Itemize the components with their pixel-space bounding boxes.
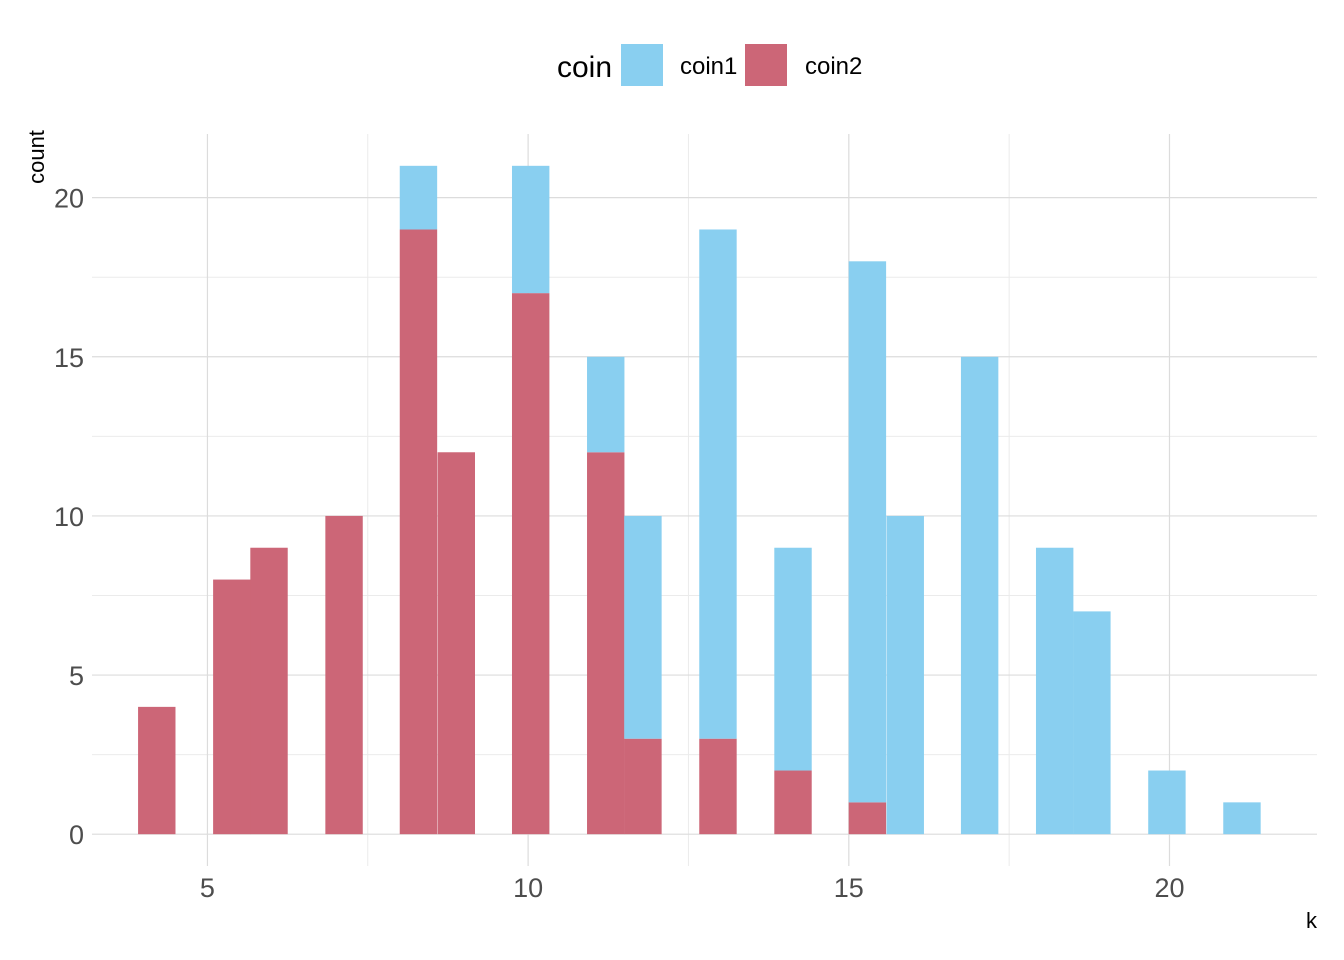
bar-coin2: [138, 706, 176, 835]
y-axis-title: count: [24, 130, 49, 184]
y-tick-label: 10: [54, 502, 84, 532]
bar-coin2: [774, 770, 812, 835]
bar-coin1: [587, 356, 625, 453]
bar-coin1: [624, 515, 662, 739]
y-tick-label: 15: [54, 343, 84, 373]
bar-coin2: [699, 738, 737, 835]
x-axis-title: k: [1306, 908, 1318, 933]
x-tick-label: 5: [200, 873, 215, 903]
x-tick-label: 20: [1154, 873, 1184, 903]
legend-label-coin1: coin1: [680, 53, 737, 80]
bar-coin1: [399, 165, 438, 230]
bar-coin2: [587, 452, 625, 835]
legend: coin coin1 coin2: [557, 44, 862, 86]
bar-coin2: [624, 738, 662, 835]
histogram-bars: [138, 165, 1261, 835]
y-tick-label: 0: [69, 820, 84, 850]
bar-coin1: [848, 261, 887, 803]
legend-swatch-coin1: [621, 44, 663, 86]
legend-title: coin: [557, 51, 612, 84]
bar-coin1: [886, 515, 924, 835]
y-tick-label: 5: [69, 661, 84, 691]
bar-coin2: [250, 547, 288, 835]
bar-coin1: [511, 165, 550, 294]
x-tick-label: 10: [513, 873, 543, 903]
bar-coin1: [1148, 770, 1186, 835]
bar-coin2: [511, 293, 550, 835]
legend-swatch-coin2: [745, 44, 787, 86]
y-tick-label: 20: [54, 184, 84, 214]
y-axis-tick-labels: 0 5 10 15 20: [54, 184, 84, 851]
legend-label-coin2: coin2: [805, 53, 862, 80]
bar-coin2: [437, 452, 475, 835]
bar-coin1: [1073, 611, 1111, 835]
bar-coin2: [213, 579, 251, 835]
bar-coin1: [699, 229, 737, 739]
x-tick-label: 15: [834, 873, 864, 903]
bar-coin1: [960, 356, 999, 835]
bar-coin2: [325, 515, 363, 835]
bar-coin2: [848, 802, 887, 835]
bar-coin1: [1223, 802, 1261, 835]
bar-coin1: [1035, 547, 1074, 835]
bar-coin1: [774, 547, 812, 771]
x-axis-tick-labels: 5 10 15 20: [200, 873, 1185, 903]
bar-coin2: [399, 229, 438, 835]
